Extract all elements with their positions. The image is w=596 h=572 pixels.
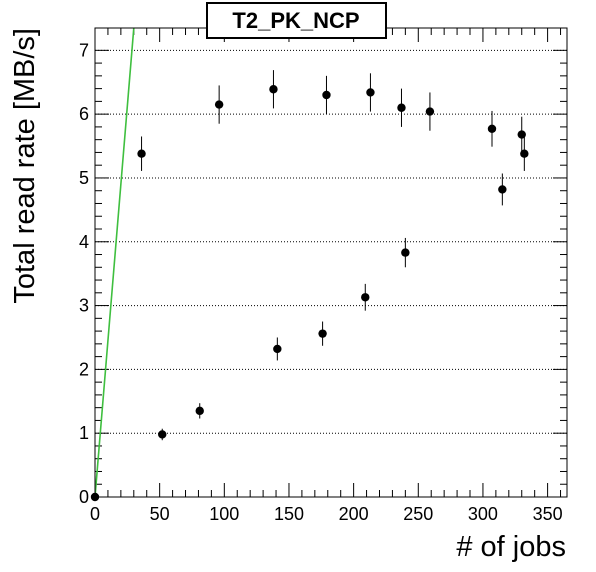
- data-point: [397, 103, 406, 112]
- data-points: [90, 85, 529, 502]
- x-tick-label: 0: [90, 504, 100, 524]
- x-axis-title: # of jobs: [456, 531, 566, 563]
- y-tick-label: 5: [79, 168, 89, 188]
- data-point: [361, 293, 370, 302]
- data-point: [487, 124, 497, 134]
- chart-title: T2_PK_NCP: [232, 8, 359, 33]
- x-tick-label: 50: [150, 504, 170, 524]
- reference-line-layer: [94, 27, 135, 498]
- data-point: [498, 185, 507, 194]
- data-point: [137, 149, 146, 158]
- tick-labels: 0 1 2 3 4 5 6 7 0 50 100 150 200 250 300 350: [79, 40, 563, 524]
- data-point: [517, 130, 526, 139]
- y-tick-label: 2: [79, 359, 89, 379]
- x-tick-label: 100: [209, 504, 239, 524]
- y-tick-label: 4: [79, 232, 89, 252]
- data-point: [273, 344, 282, 354]
- data-point: [318, 329, 327, 338]
- y-tick-label: 1: [79, 423, 89, 443]
- x-tick-label: 350: [533, 504, 563, 524]
- x-tick-label: 300: [468, 504, 498, 524]
- grid-lines: [95, 49, 567, 434]
- y-tick-label: 0: [79, 487, 89, 507]
- data-point: [195, 406, 204, 416]
- x-tick-label: 150: [274, 504, 304, 524]
- y-axis-title: Total read rate [MB/s]: [9, 28, 41, 304]
- reference-line: [94, 27, 135, 498]
- y-tick-label: 6: [79, 104, 89, 124]
- data-point: [425, 107, 435, 116]
- data-point: [401, 248, 410, 257]
- data-point: [322, 90, 331, 100]
- y-tick-label: 7: [79, 40, 89, 60]
- data-point: [520, 149, 529, 158]
- data-point: [158, 430, 167, 439]
- data-point: [214, 100, 224, 109]
- data-point: [366, 88, 375, 97]
- y-tick-label: 3: [79, 296, 89, 316]
- chart-title-box: T2_PK_NCP: [206, 2, 387, 39]
- x-tick-label: 200: [339, 504, 369, 524]
- data-point: [269, 85, 278, 94]
- x-tick-label: 250: [403, 504, 433, 524]
